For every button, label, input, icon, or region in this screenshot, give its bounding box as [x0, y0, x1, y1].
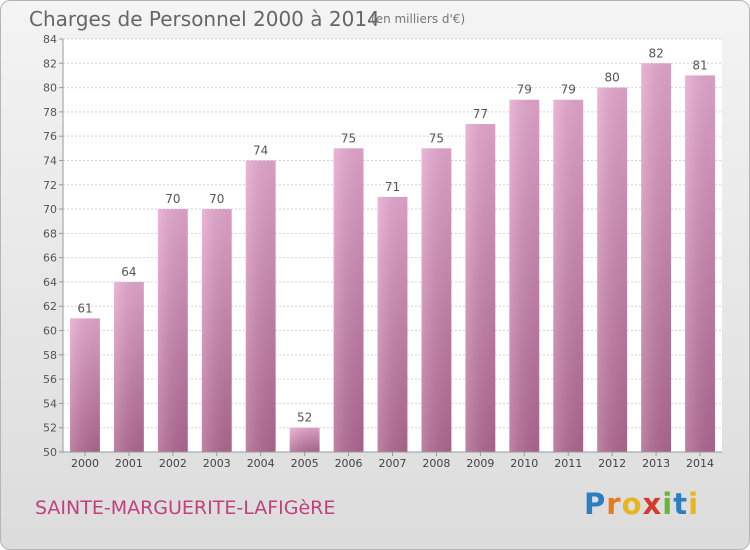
- bar-shading: [245, 160, 276, 452]
- x-tick-label: 2011: [554, 457, 582, 470]
- data-label: 81: [692, 58, 707, 72]
- y-tick-label: 52: [43, 422, 57, 435]
- bar-shading: [201, 209, 232, 452]
- x-axis-ticks: 2000 2001 2002 2003 2004 2005 2006 2007 2008 2009…: [71, 452, 714, 470]
- commune-name: SAINTE-MARGUERITE-LAFIGèRE: [35, 497, 336, 519]
- proxiti-logo: Proxiti: [584, 487, 699, 521]
- y-tick-label: 70: [43, 203, 57, 216]
- data-label: 70: [165, 192, 180, 206]
- data-label: 79: [561, 83, 576, 97]
- y-tick-label: 60: [43, 325, 57, 338]
- bar-shading: [641, 63, 672, 452]
- bar-shading: [377, 196, 408, 452]
- x-tick-label: 2013: [642, 457, 670, 470]
- data-label: 82: [648, 46, 663, 60]
- logo-letter: x: [642, 487, 663, 521]
- data-label: 77: [473, 107, 488, 121]
- bar-shading: [685, 75, 715, 453]
- y-tick-label: 82: [43, 57, 57, 70]
- bar-shading: [289, 427, 320, 452]
- x-tick-label: 2003: [203, 457, 231, 470]
- y-tick-label: 62: [43, 300, 57, 313]
- y-tick-label: 78: [43, 106, 57, 119]
- data-label: 71: [385, 180, 400, 194]
- data-label: 75: [429, 131, 444, 145]
- y-tick-label: 66: [43, 252, 57, 265]
- y-tick-label: 54: [43, 397, 57, 410]
- data-label: 75: [341, 131, 356, 145]
- logo-letter: r: [606, 487, 622, 521]
- y-tick-label: 56: [43, 373, 57, 386]
- x-tick-label: 2008: [422, 457, 450, 470]
- bar-shading: [509, 99, 540, 452]
- y-tick-label: 58: [43, 349, 57, 362]
- bar-shading: [465, 124, 496, 452]
- data-label: 70: [209, 192, 224, 206]
- data-label: 80: [605, 71, 620, 85]
- data-labels: 61 64 70 70 74 52 75 71 75 77 79 79 80 82 81: [77, 46, 707, 424]
- x-tick-label: 2002: [159, 457, 187, 470]
- bar-shading: [421, 148, 452, 452]
- x-tick-label: 2000: [71, 457, 99, 470]
- data-label: 79: [517, 83, 532, 97]
- chart-subtitle: (en milliers d'€): [371, 12, 466, 26]
- x-tick-label: 2009: [466, 457, 494, 470]
- y-tick-label: 84: [43, 33, 57, 46]
- logo-letter: P: [584, 487, 607, 521]
- x-tick-label: 2006: [335, 457, 363, 470]
- y-tick-label: 74: [43, 154, 57, 167]
- bar-shading: [113, 281, 144, 452]
- x-tick-label: 2014: [686, 457, 714, 470]
- x-tick-label: 2004: [247, 457, 275, 470]
- x-tick-label: 2001: [115, 457, 143, 470]
- x-tick-label: 2007: [379, 457, 407, 470]
- bar-shading: [70, 318, 100, 452]
- data-label: 74: [253, 143, 268, 157]
- x-tick-label: 2005: [291, 457, 319, 470]
- data-label: 52: [297, 411, 312, 425]
- data-label: 64: [121, 265, 136, 279]
- bars: [70, 63, 715, 453]
- y-tick-label: 50: [43, 446, 57, 459]
- bar-shading: [157, 209, 188, 452]
- y-tick-label: 76: [43, 130, 57, 143]
- chart-title: Charges de Personnel 2000 à 2014: [29, 7, 380, 31]
- bar-shading: [597, 87, 628, 453]
- logo-letter: t: [673, 487, 689, 521]
- logo-letter: o: [621, 487, 643, 521]
- y-axis-ticks: 50 52 54 56 58 60 62 64 66 68 70 72 74 76 78 80 82 84: [43, 33, 63, 459]
- x-tick-label: 2012: [598, 457, 626, 470]
- logo-letter: i: [688, 487, 700, 521]
- y-tick-label: 64: [43, 276, 57, 289]
- x-tick-label: 2010: [510, 457, 538, 470]
- logo-letter: i: [662, 487, 674, 521]
- data-label: 61: [77, 301, 92, 315]
- y-tick-label: 72: [43, 179, 57, 192]
- bar-shading: [553, 99, 584, 452]
- bar-shading: [333, 148, 364, 452]
- y-tick-label: 80: [43, 82, 57, 95]
- y-tick-label: 68: [43, 227, 57, 240]
